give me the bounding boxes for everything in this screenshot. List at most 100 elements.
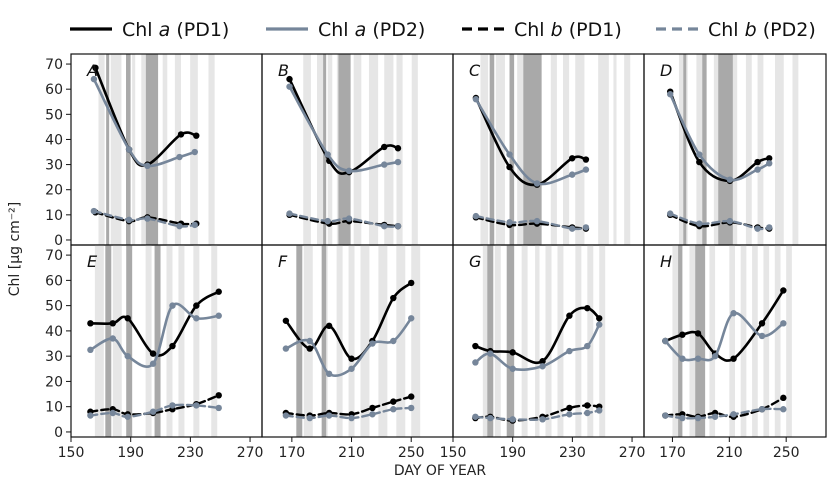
legend-label: Chl a (PD1) bbox=[122, 19, 229, 41]
data-point bbox=[125, 146, 133, 153]
shade-band-light bbox=[98, 54, 105, 245]
data-point bbox=[109, 409, 116, 417]
data-point bbox=[766, 155, 773, 162]
legend-label: Chl a (PD2) bbox=[318, 19, 425, 41]
data-point bbox=[584, 402, 591, 409]
data-point bbox=[369, 411, 376, 418]
panel-label: G bbox=[469, 252, 481, 271]
panel-a: A 0 10 20 30 40 50 60 70 bbox=[45, 53, 263, 249]
data-point bbox=[582, 224, 590, 231]
data-point bbox=[169, 302, 176, 309]
y-tick-label: 50 bbox=[45, 299, 63, 315]
data-point bbox=[487, 350, 494, 357]
data-point bbox=[509, 416, 516, 423]
shade-band-light bbox=[729, 245, 735, 437]
shade-band-light bbox=[166, 245, 173, 437]
x-tick-label: 270 bbox=[237, 445, 264, 461]
shade-band-light bbox=[208, 54, 215, 245]
data-point bbox=[149, 360, 157, 367]
x-tick-label: 170 bbox=[659, 445, 686, 461]
x-tick-label: 190 bbox=[117, 445, 144, 461]
shade-band-light bbox=[353, 54, 362, 245]
data-point bbox=[176, 153, 183, 161]
shade-band-light bbox=[174, 54, 182, 245]
shade-band-light bbox=[763, 245, 770, 437]
data-point bbox=[662, 337, 669, 345]
panel-e: E 0 10 20 30 40 50 60 70 150 190 230 270 bbox=[45, 244, 264, 461]
data-point bbox=[324, 151, 331, 158]
data-point bbox=[679, 331, 686, 338]
data-point bbox=[758, 406, 766, 413]
x-tick-label: 250 bbox=[398, 445, 425, 461]
shade-band-light bbox=[575, 245, 582, 437]
panel-grid: A 0 10 20 30 40 50 60 70 B C D E 0 10 20 30 40 50 60 70 150 19… bbox=[45, 53, 827, 461]
data-point bbox=[780, 406, 787, 413]
y-tick-label: 70 bbox=[45, 57, 63, 73]
panel-plot-area bbox=[472, 245, 606, 437]
data-point bbox=[596, 407, 603, 414]
y-tick-label: 20 bbox=[45, 183, 63, 199]
shade-band-dark bbox=[154, 245, 161, 437]
legend-label-part: (PD1) bbox=[563, 19, 622, 41]
data-point bbox=[282, 317, 290, 324]
shade-band-light bbox=[557, 245, 564, 437]
data-point bbox=[730, 355, 737, 362]
data-point bbox=[125, 216, 133, 224]
shade-band-light bbox=[178, 245, 185, 437]
data-point bbox=[325, 412, 333, 419]
shade-band-light bbox=[303, 54, 311, 245]
data-point bbox=[509, 365, 516, 372]
y-tick-label: 50 bbox=[45, 107, 63, 123]
data-point bbox=[286, 83, 293, 90]
shade-band-light bbox=[132, 54, 136, 245]
data-point bbox=[408, 393, 415, 400]
shade-band-light bbox=[411, 245, 421, 437]
shade-band-light bbox=[599, 245, 606, 437]
shade-band-light bbox=[110, 54, 122, 245]
shade-band-dark bbox=[105, 245, 112, 437]
data-point bbox=[169, 342, 176, 350]
data-point bbox=[87, 412, 94, 419]
x-tick-label: 250 bbox=[773, 445, 800, 461]
legend-label-part: b bbox=[745, 19, 757, 41]
data-point bbox=[390, 337, 397, 345]
shade-band-dark bbox=[683, 54, 687, 245]
data-point bbox=[539, 358, 546, 365]
y-axis-title: Chl [µg cm⁻²] bbox=[7, 202, 23, 297]
data-point bbox=[696, 220, 703, 227]
data-point bbox=[394, 158, 402, 166]
y-tick-label: 30 bbox=[45, 349, 63, 365]
data-point bbox=[472, 96, 480, 103]
legend-label: Chl b (PD2) bbox=[708, 19, 816, 41]
data-point bbox=[766, 224, 773, 231]
data-point bbox=[694, 414, 702, 422]
shade-band-light bbox=[348, 245, 355, 437]
shade-band-dark bbox=[718, 54, 733, 245]
data-point bbox=[539, 416, 546, 423]
data-point bbox=[90, 75, 98, 83]
data-point bbox=[566, 404, 573, 412]
shade-band-light bbox=[672, 245, 681, 437]
data-point bbox=[390, 294, 397, 302]
shade-band-light bbox=[757, 54, 764, 245]
shade-band-dark bbox=[702, 54, 707, 245]
panel-d: D bbox=[643, 53, 827, 246]
shade-band-light bbox=[696, 54, 703, 245]
data-point bbox=[169, 402, 176, 409]
data-point bbox=[193, 302, 200, 309]
data-point bbox=[124, 413, 131, 420]
data-point bbox=[679, 355, 686, 362]
data-point bbox=[711, 413, 719, 420]
panel-plot-area bbox=[667, 54, 799, 245]
shade-band-light bbox=[317, 54, 324, 245]
data-point bbox=[568, 225, 576, 232]
y-tick-label: 10 bbox=[45, 208, 63, 224]
data-point bbox=[306, 345, 313, 352]
data-point bbox=[472, 359, 479, 366]
y-tick-label: 0 bbox=[54, 233, 63, 249]
data-point bbox=[533, 180, 541, 187]
panel-h: H 170 210 250 bbox=[643, 244, 827, 461]
data-point bbox=[87, 346, 94, 354]
data-point bbox=[509, 349, 516, 356]
legend-label-part: a bbox=[355, 19, 367, 41]
